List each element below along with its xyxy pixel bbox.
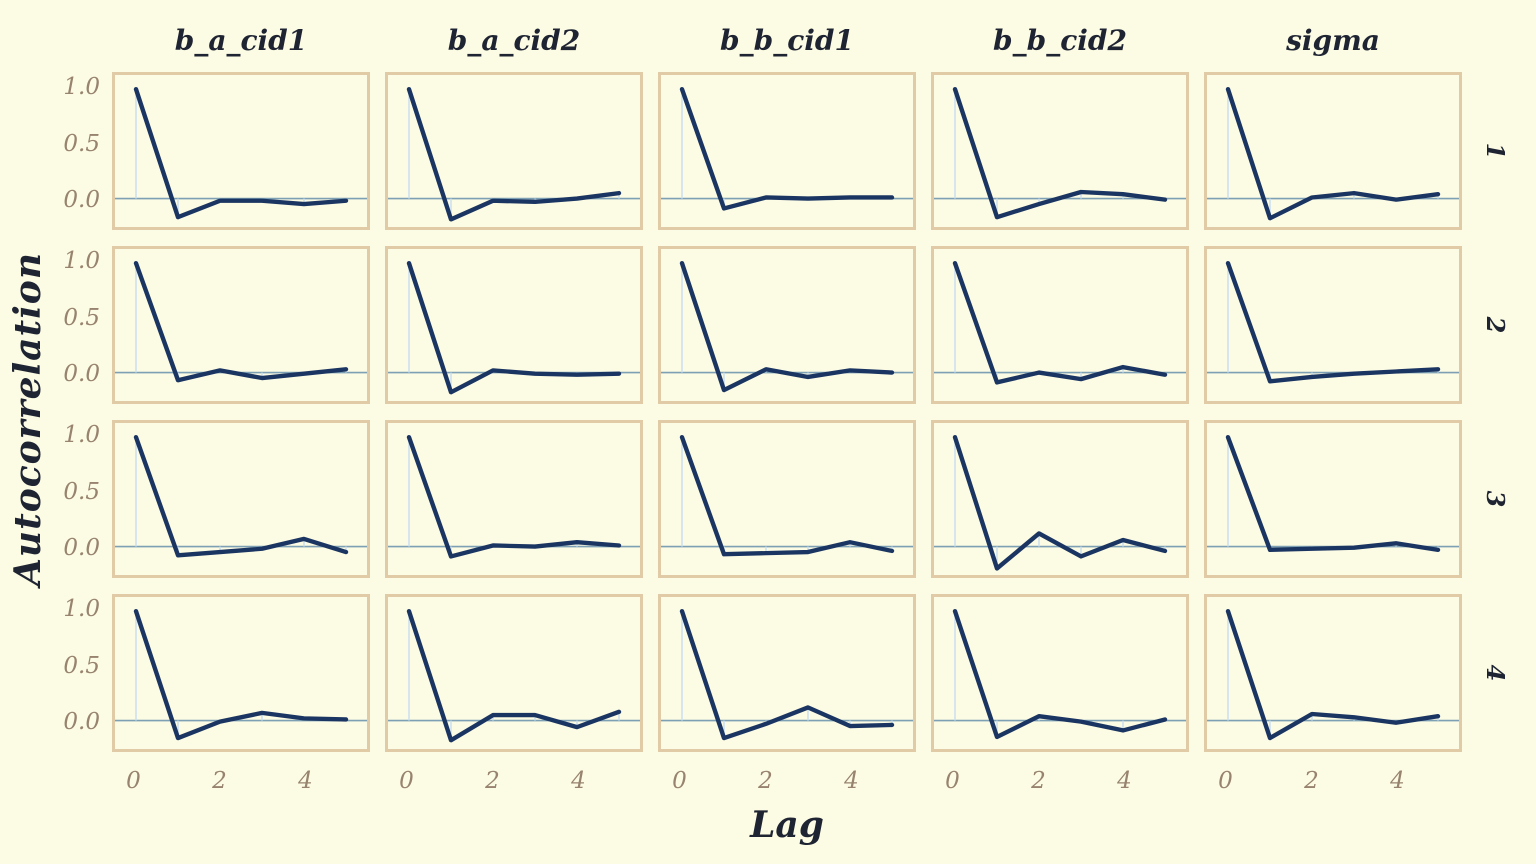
acf-panel-b_a_cid1-chain3 [112, 420, 370, 578]
acf-panel-b_a_cid2-chain4 [385, 594, 643, 752]
acf-plot-area [1207, 609, 1459, 741]
acf-plot-area [1207, 87, 1459, 221]
acf-panel-b_a_cid2-chain3 [385, 420, 643, 578]
acf-plot-area [115, 261, 367, 383]
y-tick-label: 1.0 [63, 247, 100, 274]
y-tick-label: 0.5 [63, 130, 100, 157]
acf-line [952, 87, 1168, 220]
acf-panel-sigma-chain4 [1204, 594, 1462, 752]
acf-line [406, 435, 622, 559]
y-tick-label: 0.0 [63, 535, 100, 562]
acf-plot-area [388, 87, 640, 222]
acf-panel-b_b_cid2-chain4 [931, 594, 1189, 752]
x-tick-label: 0 [126, 768, 141, 794]
acf-panel-b_b_cid1-chain1 [658, 72, 916, 230]
acf-line [133, 87, 349, 220]
acf-line [679, 609, 895, 741]
acf-panel-b_a_cid2-chain1 [385, 72, 643, 230]
x-tick-label: 2 [758, 768, 773, 794]
acf-line [952, 435, 1168, 571]
y-tick-label: 0.5 [63, 478, 100, 505]
acf-plot-area [115, 87, 367, 220]
acf-panel-sigma-chain2 [1204, 246, 1462, 404]
acf-line [1225, 87, 1441, 221]
acf-line [1225, 435, 1441, 553]
y-tick-label: 0.0 [63, 361, 100, 388]
column-title-b_a_cid1: b_a_cid1 [174, 24, 308, 57]
x-tick-label: 4 [844, 768, 859, 794]
acf-plot-area [934, 609, 1186, 740]
acf-plot-area [661, 261, 913, 393]
acf-panel-sigma-chain1 [1204, 72, 1462, 230]
y-tick-label: 0.0 [63, 187, 100, 214]
x-tick-label: 4 [1117, 768, 1132, 794]
y-tick-label: 0.0 [63, 709, 100, 736]
acf-line [406, 87, 622, 222]
acf-panel-b_b_cid2-chain3 [931, 420, 1189, 578]
column-title-b_b_cid1: b_b_cid1 [720, 24, 854, 57]
acf-plot-area [934, 87, 1186, 220]
acf-plot-area [1207, 261, 1459, 384]
acf-plot-area [1207, 435, 1459, 553]
y-tick-label: 0.5 [63, 652, 100, 679]
acf-panel-b_b_cid2-chain1 [931, 72, 1189, 230]
acf-line [133, 261, 349, 383]
x-tick-label: 0 [1218, 768, 1233, 794]
acf-panel-b_a_cid1-chain1 [112, 72, 370, 230]
acf-plot-area [388, 435, 640, 559]
acf-line [952, 261, 1168, 385]
x-axis-label: Lag [750, 804, 824, 846]
x-tick-label: 0 [945, 768, 960, 794]
x-tick-label: 4 [1390, 768, 1405, 794]
acf-line [1225, 609, 1441, 741]
acf-plot-area [661, 87, 913, 211]
acf-line [406, 261, 622, 395]
acf-plot-area [661, 609, 913, 741]
x-tick-label: 2 [1304, 768, 1319, 794]
acf-panel-sigma-chain3 [1204, 420, 1462, 578]
y-tick-label: 0.5 [63, 304, 100, 331]
x-tick-label: 2 [212, 768, 227, 794]
acf-plot-area [388, 609, 640, 743]
acf-line [679, 435, 895, 557]
x-tick-label: 0 [672, 768, 687, 794]
acf-line [679, 87, 895, 211]
column-title-b_b_cid2: b_b_cid2 [993, 24, 1127, 57]
x-tick-label: 0 [399, 768, 414, 794]
x-tick-label: 4 [571, 768, 586, 794]
acf-line [133, 609, 349, 741]
acf-line [406, 609, 622, 743]
y-tick-label: 1.0 [63, 595, 100, 622]
acf-plot-area [115, 435, 367, 558]
acf-panel-b_a_cid1-chain2 [112, 246, 370, 404]
acf-panel-b_a_cid1-chain4 [112, 594, 370, 752]
y-tick-label: 1.0 [63, 73, 100, 100]
x-tick-label: 2 [1031, 768, 1046, 794]
column-title-b_a_cid2: b_a_cid2 [447, 24, 581, 57]
acf-plot-area [388, 261, 640, 395]
acf-plot-area [115, 609, 367, 741]
acf-panel-b_a_cid2-chain2 [385, 246, 643, 404]
x-tick-label: 2 [485, 768, 500, 794]
acf-line [679, 261, 895, 393]
acf-plot-area [934, 261, 1186, 385]
acf-plot-area [934, 435, 1186, 571]
acf-panel-b_b_cid1-chain4 [658, 594, 916, 752]
acf-line [133, 435, 349, 558]
column-title-sigma: sigma [1286, 24, 1380, 57]
y-tick-label: 1.0 [63, 421, 100, 448]
acf-line [952, 609, 1168, 740]
acf-panel-b_b_cid2-chain2 [931, 246, 1189, 404]
x-tick-label: 4 [298, 768, 313, 794]
acf-plot-area [661, 435, 913, 557]
acf-panel-b_b_cid1-chain2 [658, 246, 916, 404]
acf-line [1225, 261, 1441, 384]
acf-panel-b_b_cid1-chain3 [658, 420, 916, 578]
